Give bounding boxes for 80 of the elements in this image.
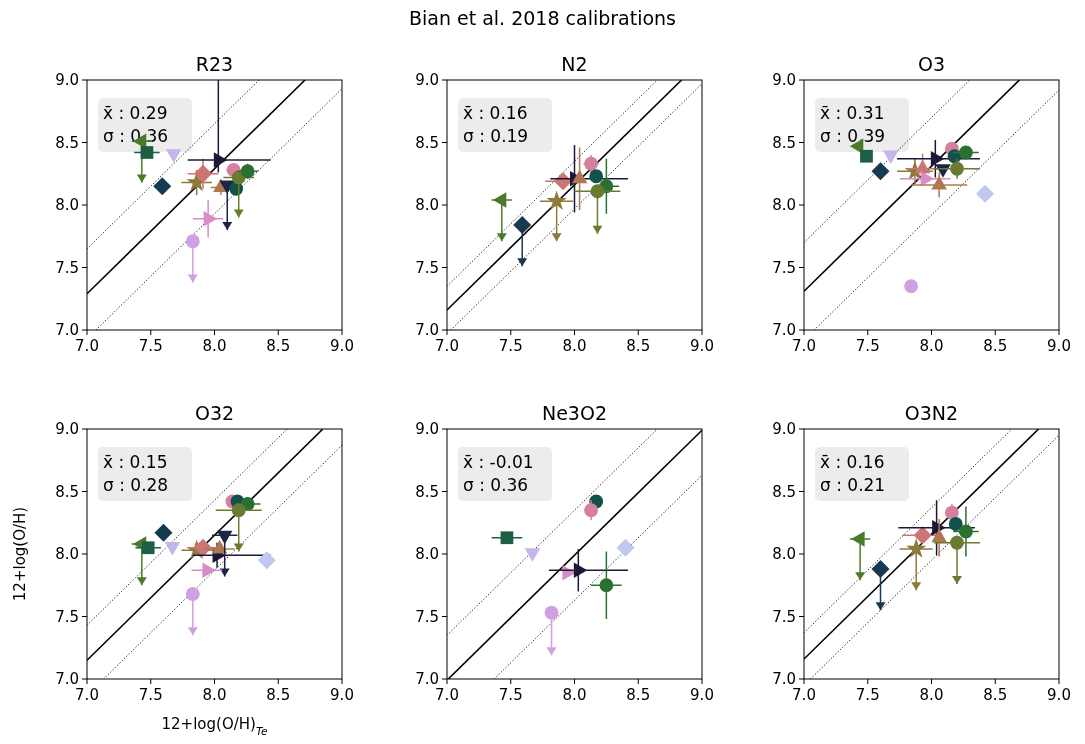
chart-title: O3N2 <box>904 402 959 424</box>
y-tick-label: 8.0 <box>415 545 439 564</box>
x-tick-label: 7.0 <box>75 337 99 355</box>
y-tick-label: 8.0 <box>415 196 439 215</box>
x-tick-label: 7.0 <box>792 337 816 355</box>
x-tick-label: 8.5 <box>983 337 1008 355</box>
x-tick-label: 9.0 <box>690 686 714 704</box>
y-tick-label: 7.5 <box>415 607 439 626</box>
x-tick-label: 7.5 <box>855 686 880 704</box>
y-tick-label: 8.5 <box>772 133 796 152</box>
x-tick-label: 8.5 <box>266 337 291 355</box>
x-tick-label: 9.0 <box>1047 686 1071 704</box>
y-tick-label: 8.5 <box>55 133 79 152</box>
x-tick-label: 7.5 <box>498 686 523 704</box>
annotation: σ : 0.19 <box>463 126 529 146</box>
chart-title: R23 <box>195 53 234 75</box>
x-tick-label: 8.5 <box>626 686 651 704</box>
x-tick-label: 8.0 <box>202 337 227 355</box>
chart-title: O32 <box>194 402 235 424</box>
y-tick-label: 8.0 <box>772 545 796 564</box>
annotation: σ : 0.28 <box>103 475 169 495</box>
y-tick-label: 7.5 <box>55 258 79 277</box>
y-tick-label: 7.5 <box>772 258 796 277</box>
annotation: x̄ : 0.29 <box>103 103 168 123</box>
y-tick-label: 8.5 <box>415 133 439 152</box>
y-tick-label: 8.5 <box>55 482 79 501</box>
y-tick-label: 9.0 <box>415 71 439 90</box>
x-tick-label: 7.0 <box>435 337 459 355</box>
x-tick-label: 8.0 <box>919 686 944 704</box>
y-tick-label: 7.0 <box>55 321 79 340</box>
y-tick-label: 9.0 <box>772 71 796 90</box>
chart-title: O3 <box>917 53 946 75</box>
x-tick-label: 7.5 <box>498 337 523 355</box>
x-tick-label: 9.0 <box>1047 337 1071 355</box>
annotation: x̄ : -0.01 <box>463 452 534 472</box>
y-tick-label: 9.0 <box>772 420 796 439</box>
annotation: σ : 0.36 <box>463 475 529 495</box>
x-tick-label: 7.0 <box>435 686 459 704</box>
x-tick-label: 7.5 <box>138 337 163 355</box>
y-tick-label: 9.0 <box>55 71 79 90</box>
y-tick-label: 7.0 <box>772 321 796 340</box>
annotation: σ : 0.21 <box>820 475 886 495</box>
x-tick-label: 8.0 <box>562 337 587 355</box>
text: Bian et al. 2018 calibrations <box>408 7 677 29</box>
x-tick-label: 7.5 <box>855 337 880 355</box>
x-tick-label: 8.5 <box>266 686 291 704</box>
x-tick-label: 9.0 <box>690 337 714 355</box>
x-tick-label: 7.0 <box>792 686 816 704</box>
x-tick-label: 8.0 <box>919 337 944 355</box>
y-axis-title: 12+log(O/H) <box>11 506 29 602</box>
x-tick-label: 9.0 <box>330 686 354 704</box>
annotation: x̄ : 0.31 <box>820 103 885 123</box>
y-tick-label: 7.0 <box>55 670 79 689</box>
x-tick-label: 8.5 <box>626 337 651 355</box>
y-tick-label: 8.0 <box>55 545 79 564</box>
x-tick-label: 8.0 <box>202 686 227 704</box>
chart-title: N2 <box>561 53 588 75</box>
y-tick-label: 7.0 <box>415 321 439 340</box>
y-tick-label: 9.0 <box>415 420 439 439</box>
y-tick-label: 7.0 <box>415 670 439 689</box>
y-tick-label: 8.5 <box>415 482 439 501</box>
y-tick-label: 9.0 <box>55 420 79 439</box>
y-tick-label: 7.5 <box>55 607 79 626</box>
annotation: x̄ : 0.16 <box>820 452 885 472</box>
x-tick-label: 7.0 <box>75 686 99 704</box>
y-tick-label: 8.5 <box>772 482 796 501</box>
x-tick-label: 9.0 <box>330 337 354 355</box>
y-tick-label: 7.0 <box>772 670 796 689</box>
y-tick-label: 8.0 <box>772 196 796 215</box>
annotation: x̄ : 0.16 <box>463 103 528 123</box>
x-tick-label: 7.5 <box>138 686 163 704</box>
x-tick-label: 8.0 <box>562 686 587 704</box>
annotation: σ : 0.39 <box>820 126 886 146</box>
y-tick-label: 7.5 <box>772 607 796 626</box>
annotation: x̄ : 0.15 <box>103 452 168 472</box>
y-tick-label: 7.5 <box>415 258 439 277</box>
x-axis-title: 12+log(O/H)$_{Te}$ <box>161 715 268 737</box>
y-tick-label: 8.0 <box>55 196 79 215</box>
chart-title: Ne3O2 <box>541 402 608 424</box>
x-tick-label: 8.5 <box>983 686 1008 704</box>
